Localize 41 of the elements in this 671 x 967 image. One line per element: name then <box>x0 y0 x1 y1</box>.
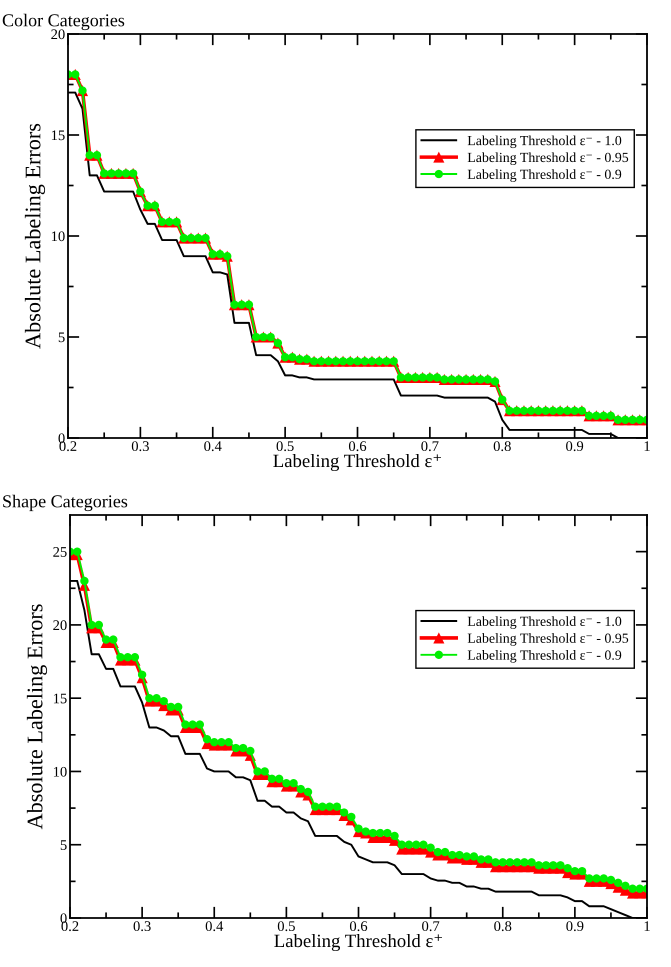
legend-label: Labeling Threshold ε⁻ - 1.0 <box>468 135 622 148</box>
legend-label: Labeling Threshold ε⁻ - 0.9 <box>468 650 622 663</box>
x-tick-label: 0.7 <box>421 441 439 452</box>
x-tick-label: 0.2 <box>59 441 76 452</box>
chart-title: Shape Categories <box>3 494 128 512</box>
legend-label: Labeling Threshold ε⁻ - 0.9 <box>468 169 622 182</box>
x-tick-label: 0.9 <box>566 441 584 452</box>
y-tick-label: 15 <box>52 130 65 140</box>
x-tick-label: 0.9 <box>566 921 584 932</box>
y-tick-label: 0 <box>58 433 65 444</box>
y-tick-label: 15 <box>54 694 67 704</box>
y-tick-label: 20 <box>51 29 65 40</box>
x-tick-label: 0.6 <box>348 441 366 452</box>
x-tick-label: 0.6 <box>350 921 368 932</box>
y-tick-label: 0 <box>60 913 67 924</box>
y-tick-label: 10 <box>54 766 67 777</box>
x-tick-label: 1 <box>644 441 650 451</box>
y-tick-label: 5 <box>58 332 65 342</box>
x-tick-label: 0.8 <box>494 441 511 452</box>
y-tick-label: 20 <box>53 620 67 630</box>
x-axis-title: Labeling Threshold ε⁺ <box>274 934 442 952</box>
x-tick-label: 0.7 <box>422 921 440 932</box>
x-tick-label: 0.4 <box>204 441 222 452</box>
chart-title: Color Categories <box>2 14 124 30</box>
y-axis-title: Absolute Labeling Errors <box>24 124 46 349</box>
legend-label: Labeling Threshold ε⁻ - 0.95 <box>468 633 628 646</box>
x-tick-label: 0.5 <box>278 921 295 932</box>
y-tick-label: 25 <box>53 547 67 557</box>
y-tick-label: 5 <box>60 840 67 850</box>
x-axis-title: Labeling Threshold ε⁺ <box>273 454 441 472</box>
x-tick-label: 0.5 <box>276 441 294 452</box>
legend-label: Labeling Threshold ε⁻ - 0.95 <box>468 152 628 165</box>
x-tick-label: 0.8 <box>494 921 512 932</box>
x-tick-label: 0.3 <box>132 441 149 452</box>
x-tick-label: 0.4 <box>206 921 224 932</box>
legend-label: Labeling Threshold ε⁻ - 1.0 <box>468 616 622 629</box>
x-tick-label: 0.3 <box>134 921 151 932</box>
x-tick-label: 0.2 <box>61 921 78 932</box>
y-axis-title: Absolute Labeling Errors <box>26 604 48 830</box>
x-tick-label: 1 <box>644 921 650 931</box>
y-tick-label: 10 <box>52 231 65 242</box>
